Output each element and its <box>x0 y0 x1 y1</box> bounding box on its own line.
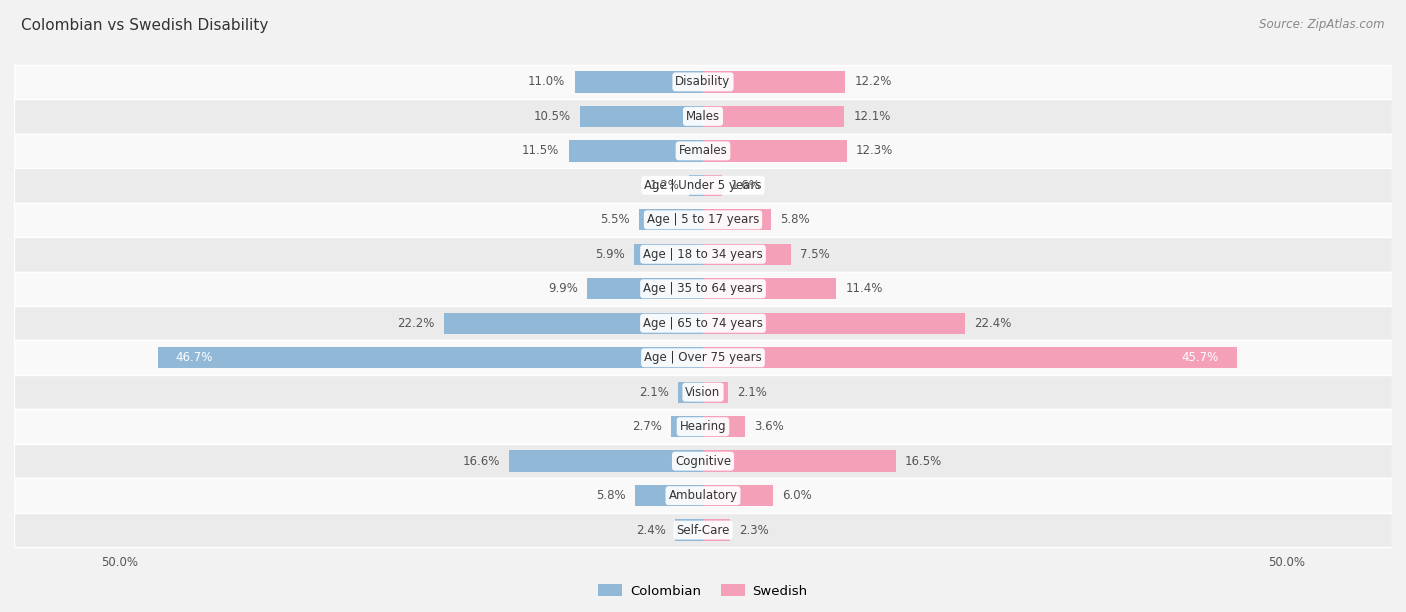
Text: 16.6%: 16.6% <box>463 455 499 468</box>
Text: 7.5%: 7.5% <box>800 248 830 261</box>
Text: 2.4%: 2.4% <box>636 524 665 537</box>
Text: 22.2%: 22.2% <box>396 317 434 330</box>
Text: Age | Over 75 years: Age | Over 75 years <box>644 351 762 364</box>
Text: Disability: Disability <box>675 75 731 88</box>
Text: Age | 18 to 34 years: Age | 18 to 34 years <box>643 248 763 261</box>
Text: 5.9%: 5.9% <box>595 248 624 261</box>
Text: Age | 35 to 64 years: Age | 35 to 64 years <box>643 282 763 295</box>
Legend: Colombian, Swedish: Colombian, Swedish <box>593 579 813 603</box>
Bar <box>703 520 730 541</box>
Text: 1.2%: 1.2% <box>650 179 679 192</box>
Bar <box>703 313 965 334</box>
Bar <box>568 140 703 162</box>
Bar <box>581 106 703 127</box>
Text: 46.7%: 46.7% <box>176 351 212 364</box>
Bar <box>588 278 703 299</box>
Text: Cognitive: Cognitive <box>675 455 731 468</box>
Bar <box>675 520 703 541</box>
Bar <box>703 140 846 162</box>
Bar <box>636 485 703 506</box>
Text: 11.5%: 11.5% <box>522 144 560 157</box>
Bar <box>703 209 770 231</box>
Bar <box>703 416 745 438</box>
Text: 45.7%: 45.7% <box>1182 351 1219 364</box>
Bar <box>14 513 1392 547</box>
Bar <box>157 347 703 368</box>
Bar <box>703 381 727 403</box>
Bar <box>14 237 1392 272</box>
Bar <box>703 347 1237 368</box>
Text: 5.8%: 5.8% <box>596 489 626 502</box>
Bar <box>14 65 1392 99</box>
Bar <box>14 375 1392 409</box>
Text: 5.5%: 5.5% <box>600 214 630 226</box>
Bar <box>703 71 845 92</box>
Bar <box>14 479 1392 513</box>
Bar <box>703 450 896 472</box>
Text: Ambulatory: Ambulatory <box>668 489 738 502</box>
Bar <box>444 313 703 334</box>
Bar <box>575 71 703 92</box>
Bar <box>14 272 1392 306</box>
Text: 10.5%: 10.5% <box>534 110 571 123</box>
Bar <box>14 409 1392 444</box>
Text: 12.3%: 12.3% <box>856 144 893 157</box>
Bar <box>509 450 703 472</box>
Text: 11.0%: 11.0% <box>529 75 565 88</box>
Text: 12.2%: 12.2% <box>855 75 893 88</box>
Bar <box>14 99 1392 133</box>
Text: 2.3%: 2.3% <box>740 524 769 537</box>
Bar <box>14 203 1392 237</box>
Text: 11.4%: 11.4% <box>845 282 883 295</box>
Bar <box>703 278 837 299</box>
Text: 2.1%: 2.1% <box>737 386 766 398</box>
Bar <box>703 244 790 265</box>
Bar <box>703 106 844 127</box>
Text: 9.9%: 9.9% <box>548 282 578 295</box>
Text: 22.4%: 22.4% <box>974 317 1011 330</box>
Text: Source: ZipAtlas.com: Source: ZipAtlas.com <box>1260 18 1385 31</box>
Text: 1.6%: 1.6% <box>731 179 761 192</box>
Bar <box>634 244 703 265</box>
Text: Age | Under 5 years: Age | Under 5 years <box>644 179 762 192</box>
Bar <box>14 168 1392 203</box>
Bar <box>689 174 703 196</box>
Text: 5.8%: 5.8% <box>780 214 810 226</box>
Text: Self-Care: Self-Care <box>676 524 730 537</box>
Text: 2.7%: 2.7% <box>633 420 662 433</box>
Text: Hearing: Hearing <box>679 420 727 433</box>
Text: 16.5%: 16.5% <box>905 455 942 468</box>
Text: 3.6%: 3.6% <box>755 420 785 433</box>
Text: Males: Males <box>686 110 720 123</box>
Text: Colombian vs Swedish Disability: Colombian vs Swedish Disability <box>21 18 269 34</box>
Bar <box>703 485 773 506</box>
Bar <box>679 381 703 403</box>
Bar <box>14 306 1392 340</box>
Bar <box>703 174 721 196</box>
Bar <box>672 416 703 438</box>
Bar <box>638 209 703 231</box>
Text: Females: Females <box>679 144 727 157</box>
Text: Vision: Vision <box>685 386 721 398</box>
Bar <box>14 444 1392 479</box>
Bar <box>14 340 1392 375</box>
Text: 2.1%: 2.1% <box>640 386 669 398</box>
Text: Age | 5 to 17 years: Age | 5 to 17 years <box>647 214 759 226</box>
Bar <box>14 133 1392 168</box>
Text: 12.1%: 12.1% <box>853 110 891 123</box>
Text: 6.0%: 6.0% <box>782 489 813 502</box>
Text: Age | 65 to 74 years: Age | 65 to 74 years <box>643 317 763 330</box>
